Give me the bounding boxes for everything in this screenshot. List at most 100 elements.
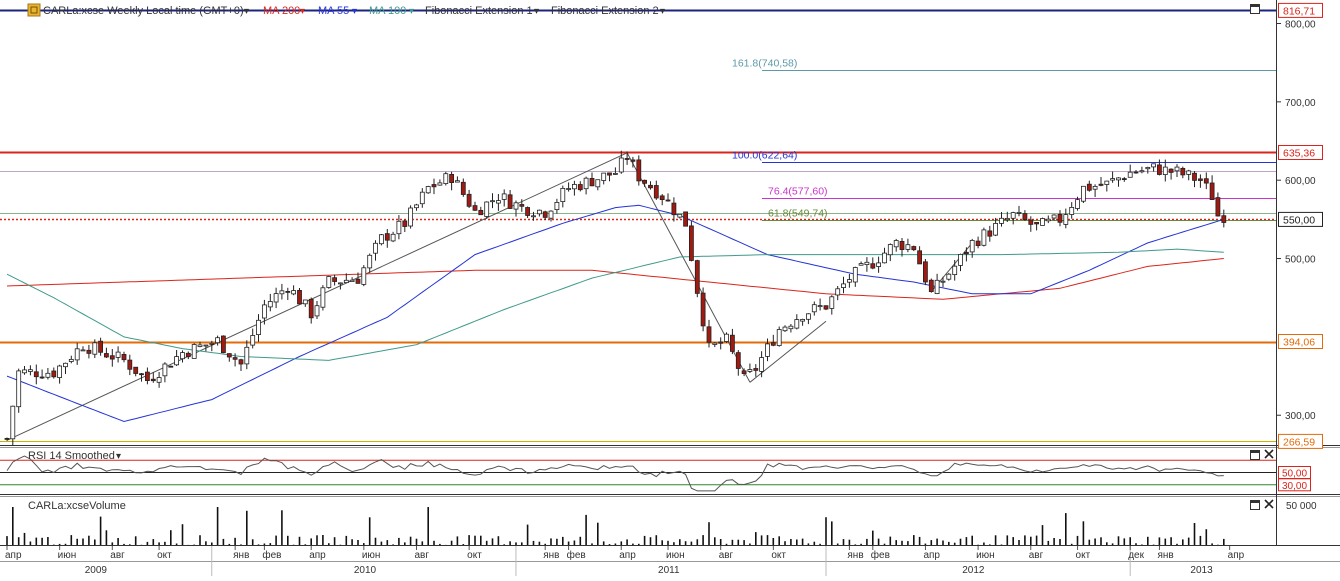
candlestick[interactable] — [572, 180, 577, 196]
rsi-level-badge[interactable]: 50,00 — [1278, 466, 1311, 480]
close-volume-panel-icon[interactable] — [1264, 499, 1274, 509]
candlestick[interactable] — [952, 260, 958, 281]
rsi-line[interactable] — [6, 455, 1224, 492]
candlestick[interactable] — [297, 288, 302, 305]
candlestick[interactable] — [677, 213, 683, 219]
candlestick[interactable] — [308, 297, 314, 324]
candlestick[interactable] — [1069, 202, 1075, 219]
ma100-label[interactable]: MA 100 — [369, 5, 406, 17]
candlestick[interactable] — [1081, 185, 1086, 203]
candlestick[interactable] — [51, 367, 57, 379]
fib-ext2-label[interactable]: Fibonacci Extension 2 — [551, 5, 659, 17]
candlestick[interactable] — [653, 180, 659, 200]
candlestick[interactable] — [507, 190, 513, 209]
maximize-rsi-panel-icon[interactable] — [1250, 450, 1260, 460]
candlestick[interactable] — [1139, 166, 1145, 174]
candlestick[interactable] — [583, 176, 589, 195]
candlestick[interactable] — [741, 368, 747, 377]
candlestick[interactable] — [361, 265, 367, 287]
candlestick[interactable] — [776, 326, 782, 347]
candlestick[interactable] — [396, 215, 402, 240]
candlestick[interactable] — [10, 405, 16, 446]
candlestick[interactable] — [1121, 177, 1127, 182]
candlestick[interactable] — [975, 236, 981, 249]
candlestick[interactable] — [782, 325, 788, 332]
candlestick[interactable] — [133, 366, 139, 377]
candlestick[interactable] — [156, 372, 162, 388]
candlestick[interactable] — [1034, 221, 1039, 231]
candlestick[interactable] — [367, 253, 373, 273]
candlestick[interactable] — [1198, 174, 1203, 188]
candlestick[interactable] — [302, 299, 308, 307]
fib-trend-line[interactable] — [6, 152, 628, 441]
candlestick[interactable] — [408, 205, 414, 229]
candlestick[interactable] — [104, 347, 109, 358]
candlestick[interactable] — [537, 209, 542, 217]
candlestick[interactable] — [893, 238, 899, 252]
candlestick[interactable] — [98, 337, 103, 356]
candlestick[interactable] — [794, 314, 800, 330]
fib-trend-line[interactable] — [626, 152, 751, 383]
candlestick[interactable] — [1051, 214, 1057, 221]
candlestick[interactable] — [449, 171, 455, 191]
candlestick[interactable] — [291, 285, 297, 296]
candlestick[interactable] — [22, 366, 27, 375]
candlestick[interactable] — [267, 293, 273, 312]
candlestick[interactable] — [86, 344, 92, 359]
candlestick[interactable] — [238, 358, 244, 371]
candlestick[interactable] — [74, 342, 80, 365]
candlestick[interactable] — [811, 301, 817, 316]
candlestick[interactable] — [326, 275, 332, 289]
candlestick[interactable] — [355, 272, 361, 284]
candlestick[interactable] — [993, 217, 998, 237]
candlestick[interactable] — [1168, 168, 1174, 180]
candlestick[interactable] — [659, 194, 665, 206]
candlestick[interactable] — [513, 200, 519, 217]
candlestick[interactable] — [16, 368, 22, 413]
candlestick[interactable] — [484, 201, 490, 219]
ma55-label[interactable]: MA 55 — [318, 5, 349, 17]
candlestick[interactable] — [946, 272, 952, 281]
candlestick[interactable] — [724, 332, 729, 343]
candlestick[interactable] — [999, 212, 1004, 227]
fib-ext1-dropdown-icon[interactable]: ▾ — [534, 6, 539, 17]
candlestick[interactable] — [1040, 217, 1045, 226]
candlestick[interactable] — [607, 172, 612, 182]
candlestick[interactable] — [162, 362, 168, 383]
candlestick[interactable] — [1174, 164, 1180, 177]
candlestick[interactable] — [882, 247, 887, 264]
candlestick[interactable] — [373, 240, 378, 261]
candlestick[interactable] — [332, 274, 338, 286]
candlestick[interactable] — [542, 210, 548, 220]
ma100-dropdown-icon[interactable]: ▾ — [409, 6, 414, 17]
close-rsi-panel-icon[interactable] — [1264, 449, 1274, 459]
candlestick[interactable] — [220, 335, 226, 354]
candlestick[interactable] — [92, 339, 98, 358]
fib-ext1-label[interactable]: Fibonacci Extension 1 — [425, 5, 533, 17]
candlestick[interactable] — [1098, 177, 1104, 187]
candlestick[interactable] — [765, 338, 770, 362]
moving-average-line[interactable] — [6, 248, 1224, 361]
candlestick[interactable] — [174, 350, 180, 366]
candlestick[interactable] — [1145, 166, 1151, 174]
candlestick[interactable] — [864, 257, 870, 272]
candlestick[interactable] — [33, 364, 39, 385]
ma200-label[interactable]: MA 200 — [263, 5, 300, 17]
candlestick[interactable] — [560, 185, 566, 208]
candlestick[interactable] — [940, 276, 946, 288]
candlestick[interactable] — [1110, 171, 1115, 183]
candlestick[interactable] — [215, 335, 221, 346]
candlestick[interactable] — [800, 318, 805, 326]
candlestick[interactable] — [1192, 171, 1197, 188]
candlestick[interactable] — [121, 351, 127, 363]
rsi-dropdown-icon[interactable]: ▾ — [116, 451, 121, 462]
candlestick[interactable] — [735, 350, 741, 376]
candlestick[interactable] — [279, 283, 285, 300]
price-level-badge[interactable]: 635,36 — [1278, 145, 1323, 160]
candlestick[interactable] — [548, 210, 554, 222]
candlestick[interactable] — [934, 273, 940, 295]
candlestick[interactable] — [185, 351, 191, 360]
candlestick[interactable] — [168, 365, 174, 368]
price-level-badge[interactable]: 394,06 — [1278, 334, 1323, 349]
candlestick[interactable] — [139, 373, 144, 382]
